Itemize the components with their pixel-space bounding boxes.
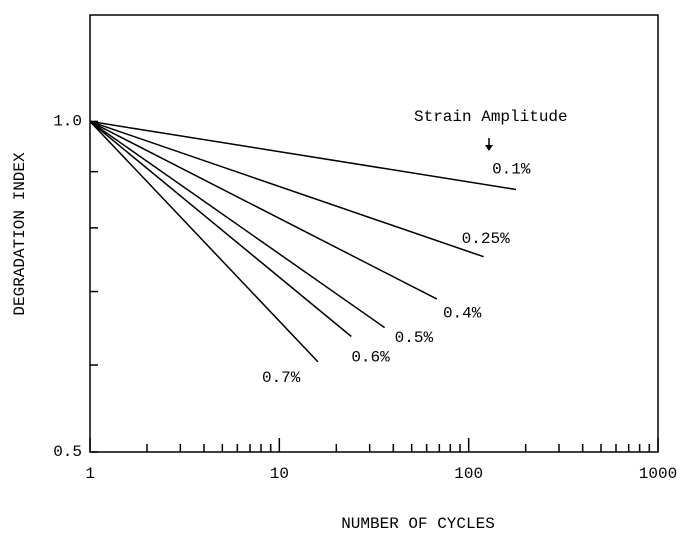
plot-frame: [89, 14, 659, 453]
series-label: 0.25%: [462, 230, 510, 248]
series-label: 0.1%: [492, 161, 531, 179]
series-line: [89, 120, 438, 300]
annotation: Strain Amplitude: [414, 108, 568, 126]
y-axis-title: DEGRADATION INDEX: [11, 152, 29, 316]
series-label: 0.5%: [395, 329, 434, 347]
x-axis-title: NUMBER OF CYCLES: [341, 515, 495, 533]
x-tick-label: 1000: [639, 465, 677, 483]
x-tick-label: 10: [270, 465, 289, 483]
y-tick-label: 0.5: [53, 443, 82, 461]
series-line: [89, 120, 517, 191]
x-tick-label: 100: [454, 465, 483, 483]
series-line: [89, 120, 484, 258]
y-tick-label: 1.0: [53, 113, 82, 131]
annotation-arrowhead: [485, 145, 493, 151]
series-line: [89, 120, 352, 338]
series-label: 0.4%: [443, 304, 482, 322]
series-label: 0.7%: [262, 369, 301, 387]
x-tick-label: 1: [85, 465, 95, 483]
series-line: [89, 120, 319, 363]
series-label: 0.6%: [351, 349, 390, 367]
series-line: [89, 120, 386, 329]
